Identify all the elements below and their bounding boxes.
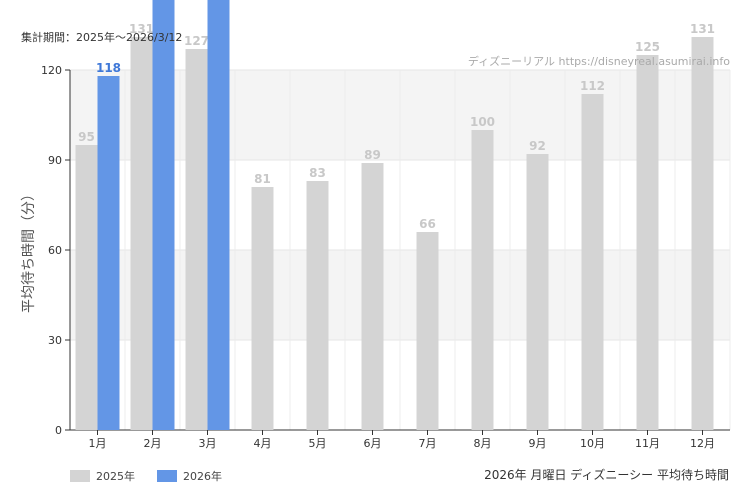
bar-2025 (251, 187, 274, 430)
data-label-2025: 112 (580, 79, 605, 93)
data-label-2025: 131 (690, 22, 715, 36)
bar-2025 (130, 37, 153, 430)
y-tick-label: 0 (55, 424, 62, 437)
x-tick-label: 1月 (89, 437, 107, 450)
bar-2025 (185, 49, 208, 430)
data-label-2025: 125 (635, 40, 660, 54)
legend-label-2026: 2026年 (183, 470, 222, 483)
data-label-2025: 89 (364, 148, 381, 162)
data-label-2025: 81 (254, 172, 271, 186)
x-tick-label: 9月 (529, 437, 547, 450)
data-label-2025: 66 (419, 217, 436, 231)
data-label-2025: 92 (529, 139, 546, 153)
y-tick-label: 120 (41, 64, 62, 77)
site-watermark: ディズニーリアル https://disneyreal.asumirai.inf… (467, 55, 730, 68)
data-label-2025: 83 (309, 166, 326, 180)
data-label-2025: 95 (78, 130, 95, 144)
x-tick-label: 11月 (635, 437, 660, 450)
bar-2026 (97, 76, 120, 430)
legend-item-2025[interactable]: 2025年 (70, 468, 135, 484)
legend-swatch-2025 (70, 470, 90, 482)
x-tick-label: 7月 (419, 437, 437, 450)
data-label-2025: 127 (184, 34, 209, 48)
bar-2025 (691, 37, 714, 430)
legend-item-2026[interactable]: 2026年 (157, 468, 222, 484)
legend: 2025年 2026年 (70, 468, 222, 484)
legend-swatch-2026 (157, 470, 177, 482)
data-label-2025: 131 (129, 22, 154, 36)
y-tick-label: 90 (48, 154, 62, 167)
x-tick-label: 5月 (309, 437, 327, 450)
x-tick-label: 3月 (199, 437, 217, 450)
data-label-2026: 118 (96, 61, 121, 75)
period-label: 集計期間：2025年～2026/3/12 (21, 31, 183, 44)
y-tick-label: 60 (48, 244, 62, 257)
legend-label-2025: 2025年 (96, 470, 135, 483)
bar-2025 (581, 94, 604, 430)
x-tick-label: 12月 (690, 437, 715, 450)
bar-2026 (207, 0, 230, 430)
bar-2025 (75, 145, 98, 430)
y-tick-label: 30 (48, 334, 62, 347)
x-tick-label: 4月 (254, 437, 272, 450)
x-tick-label: 6月 (364, 437, 382, 450)
bar-2025 (361, 163, 384, 430)
x-tick-label: 2月 (144, 437, 162, 450)
x-tick-label: 8月 (474, 437, 492, 450)
bar-2025 (306, 181, 329, 430)
x-tick-label: 10月 (580, 437, 605, 450)
bar-2025 (526, 154, 549, 430)
bar-2026 (152, 0, 175, 430)
bar-2025 (471, 130, 494, 430)
chart-caption: 2026年 月曜日 ディズニーシー 平均待ち時間 (484, 468, 729, 482)
y-axis-label: 平均待ち時間（分） (21, 187, 37, 313)
data-label-2025: 100 (470, 115, 495, 129)
bar-2025 (416, 232, 439, 430)
bar-2025 (636, 55, 659, 430)
